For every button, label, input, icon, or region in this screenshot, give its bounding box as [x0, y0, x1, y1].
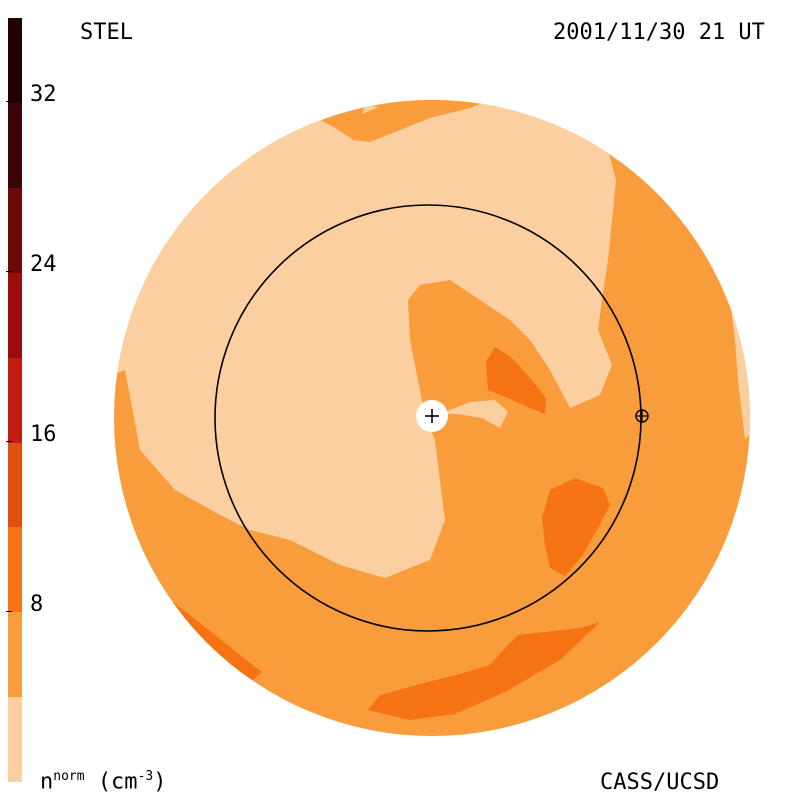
colorbar-segment [8, 187, 22, 273]
dark-band-left [170, 600, 262, 682]
colorbar-segment [8, 612, 22, 698]
tick-mark-32 [6, 101, 12, 102]
colorbar-segment [8, 697, 22, 783]
unit-suffix: ) [153, 769, 167, 795]
colorbar-segment [8, 442, 22, 528]
dark-patch-middle [542, 478, 610, 576]
tick-mark-24 [6, 271, 12, 272]
colorbar-unit-label: nnorm (cm-3) [40, 770, 166, 793]
tick-mark-16 [6, 441, 12, 442]
colorbar-segment [8, 18, 22, 103]
upper-band [352, 100, 500, 142]
quantity-superscript: norm [53, 769, 85, 784]
tick-label-8: 8 [30, 592, 44, 617]
earth-circled-plus-icon [635, 409, 649, 423]
orbit-circle [214, 204, 642, 632]
sun-plus-icon [416, 400, 448, 432]
dark-band-lower [368, 622, 600, 720]
colorbar-segment [8, 102, 22, 188]
header-instrument: STEL [80, 20, 133, 45]
unit-prefix: (cm [97, 769, 138, 795]
header-datetime: 2001/11/30 21 UT [553, 20, 765, 45]
dark-patch-upper [486, 347, 546, 414]
colorbar-segment [8, 357, 22, 443]
wedge-light [440, 400, 508, 428]
colorbar-segment [8, 272, 22, 358]
colorbar-segment [8, 527, 22, 613]
light-region [114, 102, 616, 578]
quantity-symbol: n [40, 769, 54, 795]
tick-label-32: 32 [30, 82, 57, 107]
credit-label: CASS/UCSD [600, 770, 720, 795]
unit-superscript: -3 [137, 769, 154, 784]
tick-label-24: 24 [30, 252, 57, 277]
tick-mark-8 [6, 611, 12, 612]
colorbar [8, 18, 22, 783]
tick-label-16: 16 [30, 422, 57, 447]
